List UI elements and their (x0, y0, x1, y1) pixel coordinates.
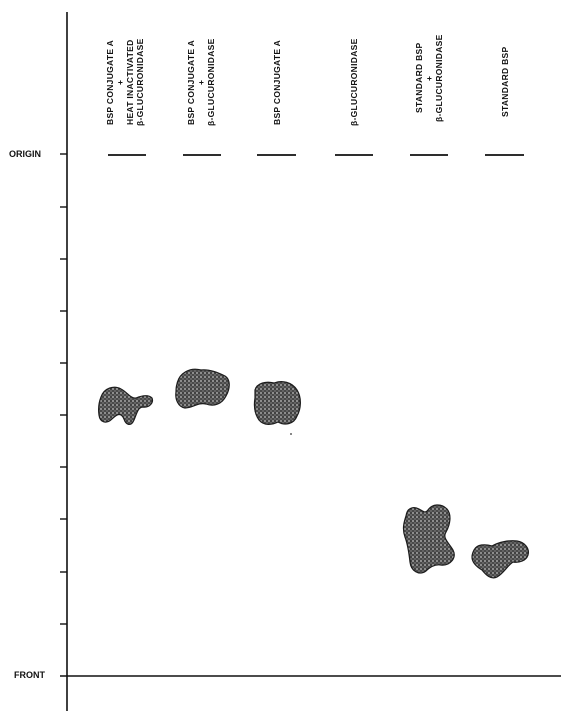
lane-2-spot (175, 368, 230, 409)
tick-marks (60, 153, 67, 625)
lane-6-label-line-1: STANDARD BSP (500, 46, 510, 118)
lane-3-label-line-1: BSP CONJUGATE A (272, 39, 282, 125)
lane-4-label-line-1: β-GLUCURONIDASE (349, 38, 359, 126)
lane-2-label-line-2: + (196, 79, 206, 85)
lane-4-label: β-GLUCURONIDASE (349, 18, 359, 146)
lane-6-label: STANDARD BSP (500, 18, 510, 146)
lane-3-label: BSP CONJUGATE A (272, 18, 282, 146)
lane-1-spot (98, 386, 154, 425)
lane-1-label: BSP CONJUGATE A + HEAT INACTIVATED β-GLU… (105, 18, 145, 146)
origin-label: ORIGIN (9, 149, 42, 159)
lane-5-label-line-3: β-GLUCURONIDASE (434, 34, 444, 122)
spots (98, 368, 529, 579)
lane-2-label: BSP CONJUGATE A + β-GLUCURONIDASE (186, 18, 216, 146)
lane-2-label-line-1: BSP CONJUGATE A (186, 39, 196, 125)
lane-1-label-line-2: + (115, 79, 125, 85)
lane-3-spot (253, 381, 301, 425)
speck (290, 433, 292, 435)
lane-1-label-line-3: HEAT INACTIVATED (125, 39, 135, 125)
lane-5-label: STANDARD BSP + β-GLUCURONIDASE (414, 10, 444, 146)
lane-6-spot (471, 540, 529, 579)
lane-5-label-line-2: + (424, 75, 434, 81)
lane-5-label-line-1: STANDARD BSP (414, 42, 424, 114)
lane-1-label-line-1: BSP CONJUGATE A (105, 39, 115, 125)
lane-5-spot (402, 504, 455, 574)
front-label: FRONT (14, 670, 45, 680)
lane-1-label-line-4: β-GLUCURONIDASE (135, 38, 145, 126)
lane-2-label-line-3: β-GLUCURONIDASE (206, 38, 216, 126)
